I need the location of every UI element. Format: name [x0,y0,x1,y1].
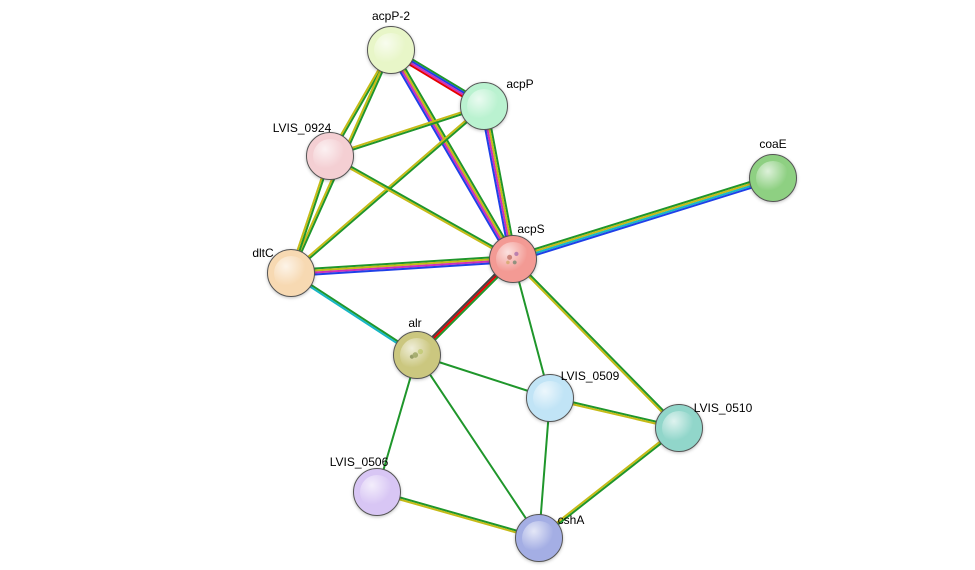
node-gloss [756,161,791,196]
edge-LVIS_0510-cshA [538,427,678,537]
node-LVIS_0510[interactable] [655,404,703,452]
edge-acpS-coaE [513,177,773,258]
edge-acpS-coaE [514,181,774,262]
edge-LVIS_0510-cshA [540,429,680,539]
node-LVIS_0924[interactable] [306,132,354,180]
edge-LVIS_0506-cshA [377,491,539,537]
edge-acpS-coaE [512,175,772,256]
node-acpP[interactable] [460,82,508,130]
node-gloss [313,139,348,174]
node-dltC[interactable] [267,249,315,297]
node-gloss [400,338,435,373]
node-acpP-2[interactable] [367,26,415,74]
node-gloss [360,475,395,510]
network-diagram: acpP-2acpPLVIS_0924coaEacpSdltCalrLVIS_0… [0,0,975,570]
node-gloss [496,242,531,277]
structure-thumbnail [496,242,531,277]
node-gloss [662,411,697,446]
structure-thumbnail [400,338,435,373]
node-gloss [274,256,309,291]
node-gloss [467,89,502,124]
node-gloss [374,33,409,68]
node-alr[interactable] [393,331,441,379]
node-gloss [522,521,557,556]
node-LVIS_0509[interactable] [526,374,574,422]
node-gloss [533,381,568,416]
edge-acpS-coaE [513,179,773,260]
node-cshA[interactable] [515,514,563,562]
node-acpS[interactable] [489,235,537,283]
node-coaE[interactable] [749,154,797,202]
node-LVIS_0506[interactable] [353,468,401,516]
